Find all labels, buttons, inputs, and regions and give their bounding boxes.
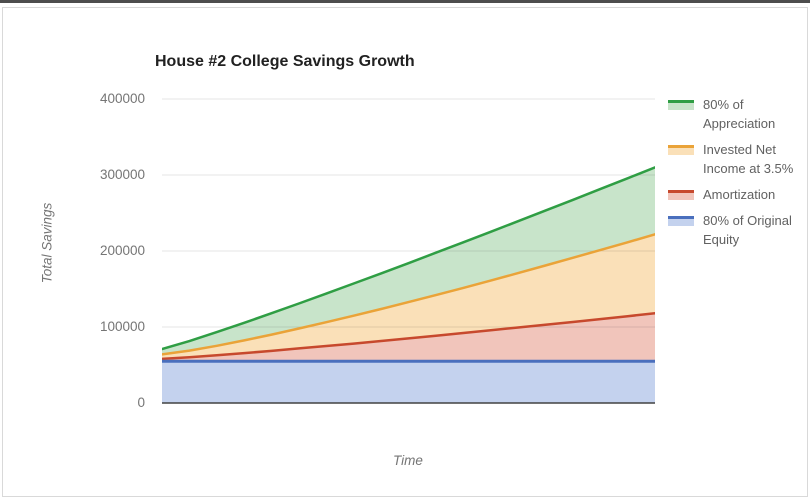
y-tick-0: 0	[137, 395, 145, 410]
legend-swatch-line	[668, 190, 694, 193]
chart-frame	[2, 7, 808, 497]
series-line-80-of-appreciation	[162, 166, 655, 351]
chart-legend: 80% of Appreciation Invested Net Income a…	[668, 95, 808, 249]
legend-item-80-of-appreciation[interactable]: 80% of Appreciation	[668, 95, 808, 133]
y-tick-100000: 100000	[99, 319, 145, 334]
legend-item-amortization[interactable]: Amortization	[668, 185, 808, 204]
chart-title: House #2 College Savings Growth	[155, 53, 415, 70]
y-axis-title: Total Savings	[39, 202, 55, 284]
y-tick-400000: 400000	[99, 91, 145, 106]
y-tick-200000: 200000	[99, 243, 145, 258]
legend-swatch-fill	[668, 103, 694, 110]
legend-swatch-invested-net-income-at-3-5	[668, 145, 694, 178]
legend-swatch-fill	[668, 148, 694, 155]
legend-label-80-of-original-equity: 80% of Original Equity	[703, 213, 792, 247]
legend-swatch-80-of-appreciation	[668, 100, 694, 133]
legend-swatch-fill	[668, 219, 694, 226]
legend-swatch-amortization	[668, 190, 694, 204]
legend-swatch-line	[668, 100, 694, 103]
series-line-amortization	[162, 312, 655, 361]
legend-swatch-line	[668, 216, 694, 219]
x-axis-title: Time	[393, 453, 423, 468]
legend-swatch-80-of-original-equity	[668, 216, 694, 249]
legend-item-invested-net-income-at-3-5[interactable]: Invested Net Income at 3.5%	[668, 140, 808, 178]
legend-item-80-of-original-equity[interactable]: 80% of Original Equity	[668, 211, 808, 249]
legend-label-80-of-appreciation: 80% of Appreciation	[703, 97, 776, 131]
legend-label-invested-net-income-at-3-5: Invested Net Income at 3.5%	[703, 142, 794, 176]
legend-label-amortization: Amortization	[703, 187, 776, 202]
legend-swatch-line	[668, 145, 694, 148]
chart-plot-area[interactable]	[162, 85, 655, 415]
y-tick-300000: 300000	[99, 167, 145, 182]
legend-swatch-fill	[668, 193, 694, 200]
series-area-80-of-original-equity	[162, 361, 655, 403]
window-top-edge	[0, 0, 810, 3]
series-line-invested-net-income-at-3-5	[162, 233, 655, 356]
